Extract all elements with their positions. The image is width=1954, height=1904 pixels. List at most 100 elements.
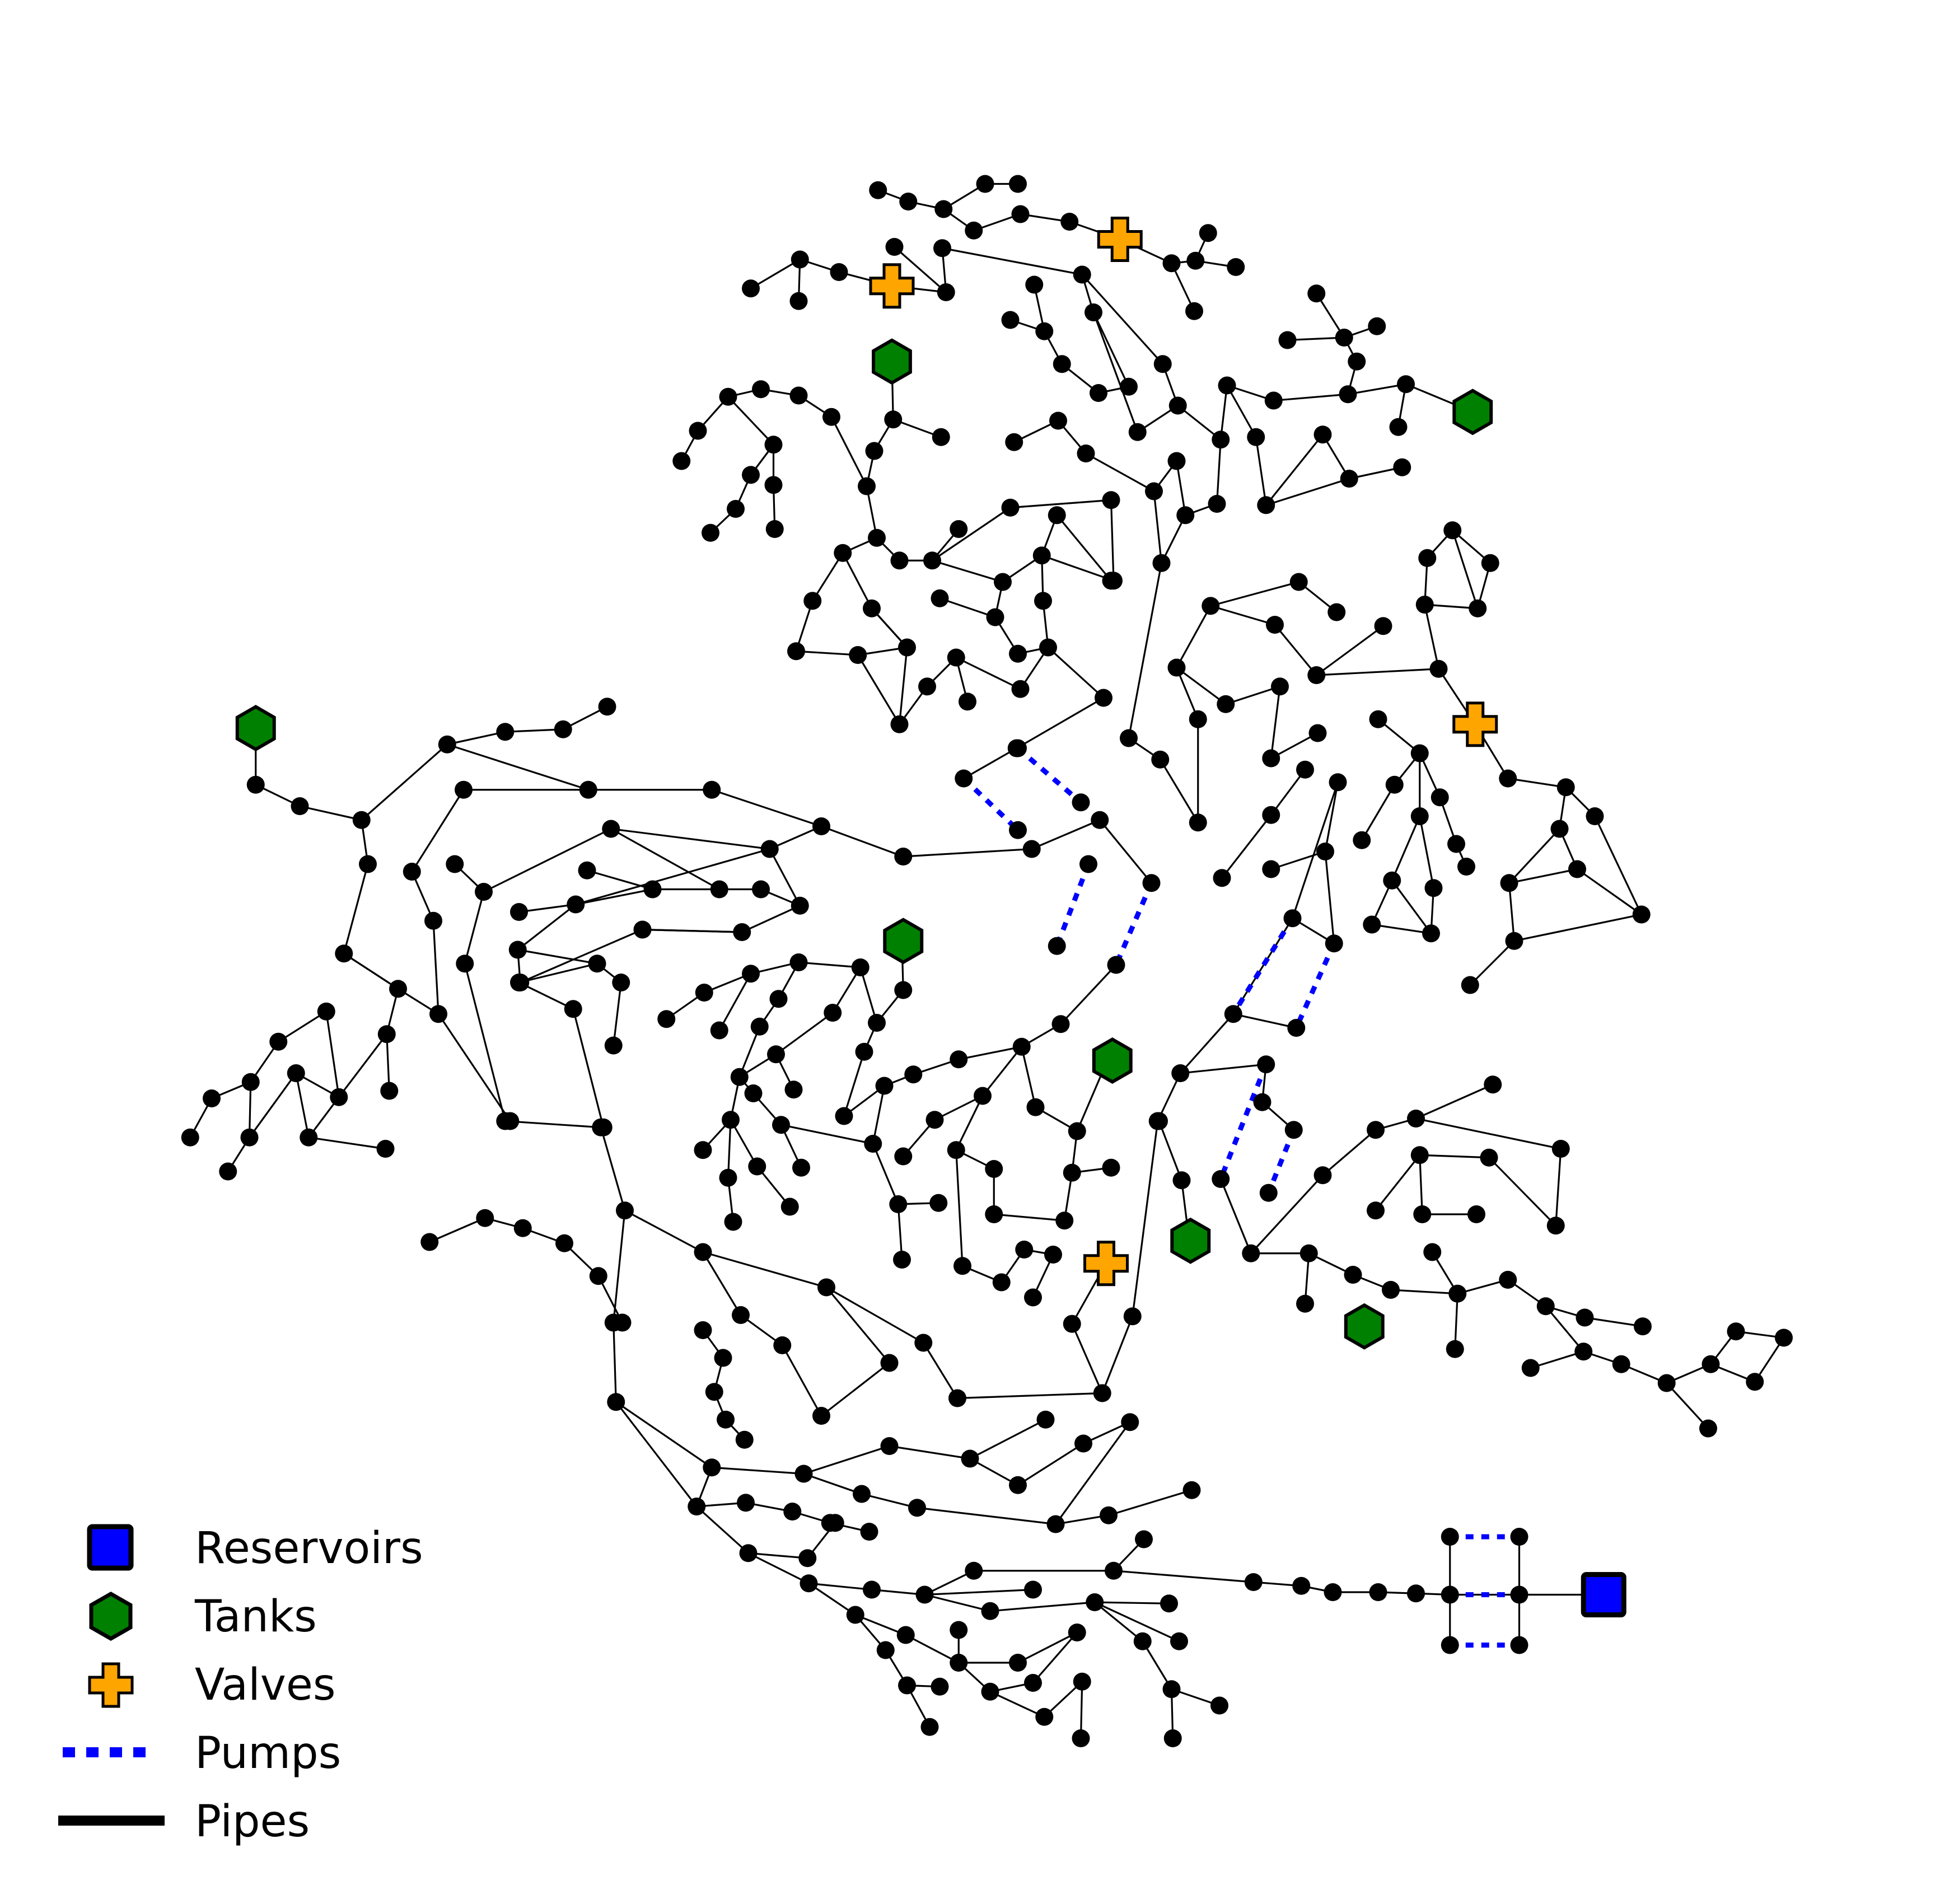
junction-node [1253, 1093, 1271, 1111]
junction-node [564, 1000, 582, 1018]
junction-node [555, 1234, 573, 1252]
junction-node [1086, 1593, 1104, 1611]
junction-node [710, 880, 728, 899]
junction-node [735, 1430, 754, 1449]
junction-node [1424, 879, 1443, 897]
junction-node [1162, 254, 1181, 273]
pipe [1112, 1570, 1605, 1596]
pipe [1093, 1601, 1180, 1643]
junction-node [616, 1201, 634, 1220]
junction-node [219, 1162, 237, 1181]
pipe [897, 1203, 903, 1261]
junction-node [1727, 1322, 1745, 1341]
junction-node [742, 466, 760, 484]
pipe [955, 646, 1049, 690]
junction-node [1170, 1632, 1188, 1650]
pipe [1209, 581, 1338, 614]
junction-node [1150, 1112, 1168, 1130]
junction-node [1657, 1374, 1676, 1392]
junction-node [446, 855, 464, 873]
junction-node [1244, 1573, 1263, 1591]
junction-node [1107, 956, 1125, 974]
pipe [1454, 1293, 1459, 1350]
tanks-legend-icon [89, 1591, 133, 1641]
junction-node [914, 1334, 933, 1352]
junction-node [812, 1407, 830, 1425]
junction-node [1441, 1528, 1459, 1546]
junction-node [1413, 1205, 1432, 1223]
junction-node [1168, 396, 1187, 415]
junction-node [694, 1141, 712, 1159]
pipe [410, 789, 822, 1122]
pipe [1286, 336, 1358, 395]
junction-node [1005, 433, 1023, 451]
junction-node [455, 780, 473, 799]
junction-node [1262, 860, 1280, 878]
junction-node [722, 1111, 740, 1129]
junction-node [1121, 1413, 1139, 1431]
junction-node [1257, 1055, 1275, 1074]
pipe [1270, 782, 1339, 919]
junction-node [965, 221, 983, 240]
tank-icon [235, 705, 276, 751]
junction-node [858, 477, 876, 495]
junction-node [1612, 1355, 1630, 1373]
junction-node [1074, 1434, 1092, 1453]
junction-node [955, 769, 973, 788]
pipe [807, 1582, 931, 1728]
junction-node [1500, 874, 1518, 892]
junction-node [863, 599, 881, 617]
junction-node [1418, 549, 1437, 567]
junction-layer [181, 175, 1793, 1747]
junction-node [780, 1197, 799, 1216]
junction-node [1461, 976, 1479, 994]
junction-node [890, 715, 909, 733]
legend-label-pipes: Pipes [195, 1797, 310, 1847]
junction-node [923, 551, 941, 570]
junction-node [794, 1465, 813, 1483]
junction-node [1369, 710, 1387, 728]
pipe [750, 258, 947, 293]
junction-node [604, 1036, 623, 1055]
junction-node [1012, 1037, 1031, 1056]
junction-node [1699, 1419, 1717, 1438]
junction-node [889, 1195, 908, 1213]
junction-node [1546, 1217, 1565, 1235]
junction-node [1212, 1170, 1230, 1188]
junction-node [1701, 1355, 1720, 1373]
junction-node [1422, 924, 1440, 943]
junction-node [950, 520, 968, 538]
pipe [955, 1094, 984, 1151]
junction-node [380, 1082, 399, 1100]
junction-node [1284, 1121, 1303, 1139]
junction-node [1505, 932, 1523, 950]
junction-node [1046, 1515, 1065, 1533]
junction-node [767, 1045, 785, 1064]
junction-node [1011, 680, 1030, 698]
junction-node [1051, 1015, 1070, 1033]
special-node-layer [235, 217, 1626, 1617]
pipe [872, 1084, 939, 1205]
junction-node [1262, 806, 1280, 824]
junction-node [894, 1147, 913, 1166]
junction-node [959, 693, 976, 711]
junction-node [1296, 1294, 1314, 1313]
junction-node [1068, 1122, 1086, 1140]
junction-node [1073, 265, 1091, 284]
junction-node [789, 953, 808, 971]
pipe [898, 656, 969, 726]
junction-node [1441, 1636, 1459, 1654]
junction-node [744, 1084, 763, 1102]
pipe [248, 1071, 387, 1150]
junction-node [1032, 546, 1051, 565]
pipe [1128, 490, 1163, 740]
junction-node [1344, 1266, 1362, 1284]
junction-node [1011, 205, 1030, 223]
junction-node [1407, 1110, 1425, 1128]
pipe [1175, 605, 1385, 677]
junction-node [965, 1561, 983, 1580]
junction-node [730, 1068, 749, 1086]
tank-icon [883, 918, 924, 965]
junction-node [1153, 355, 1172, 373]
junction-node [950, 1654, 968, 1672]
